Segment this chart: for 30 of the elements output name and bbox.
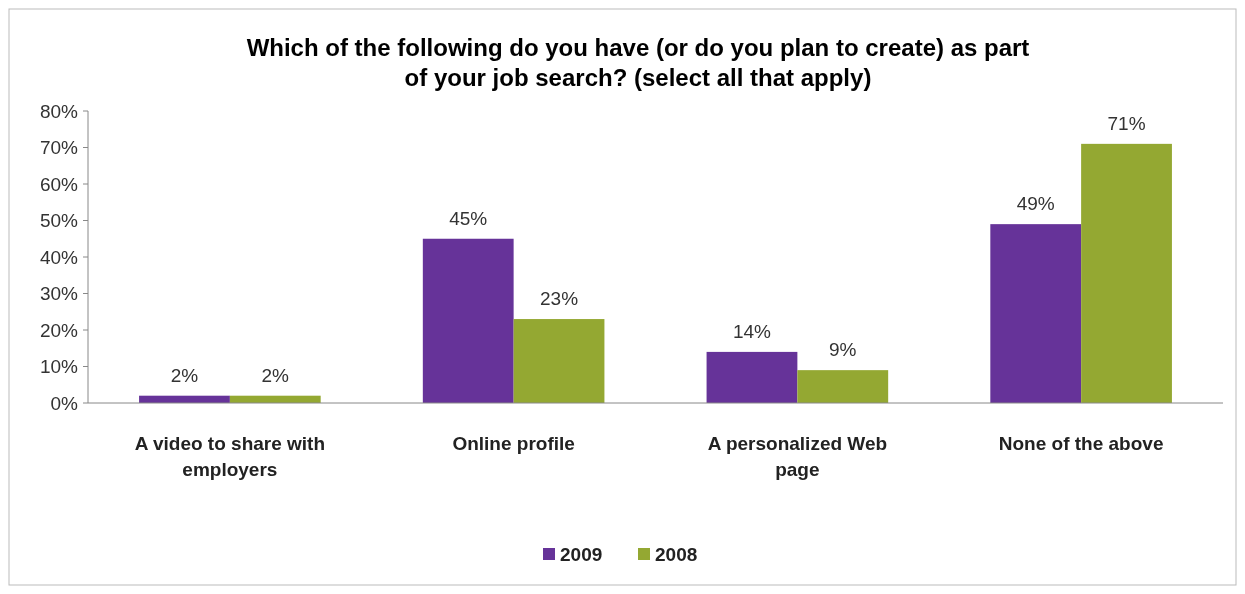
data-label: 49% [1016,193,1055,215]
bar [990,224,1082,403]
y-tick-label: 70% [39,137,79,159]
y-tick-label: 50% [39,210,79,232]
y-tick-label: 40% [39,246,79,268]
chart-title: Which of the following do you have (or do you plan to create) as part of your job search? (select all that apply) [246,34,1030,91]
data-label: 71% [1107,112,1146,134]
y-tick-label: 20% [39,319,79,341]
bar [706,351,798,403]
data-label: 23% [540,288,579,310]
bar [422,238,514,403]
data-label: 2% [261,364,290,386]
y-tick-label: 30% [39,283,79,305]
data-label: 45% [449,207,488,229]
legend-label: 2008 [655,543,698,565]
legend-label: 2009 [560,543,603,565]
bar [1081,143,1172,403]
y-tick-label: 80% [39,100,79,122]
x-tick-label: None of the above [998,433,1164,454]
x-tick-label: A video to share with employers [134,433,326,480]
data-label: 14% [732,320,772,342]
bar [513,319,605,403]
data-label: 9% [829,339,857,361]
x-tick-label: Online profile [452,433,575,454]
y-tick-label: 60% [39,173,79,195]
bar [797,370,889,403]
data-label: 2% [170,364,199,386]
x-tick-label: A personalized Web page [707,433,888,480]
y-tick-label: 10% [39,356,79,378]
y-tick-label: 0% [50,392,79,414]
